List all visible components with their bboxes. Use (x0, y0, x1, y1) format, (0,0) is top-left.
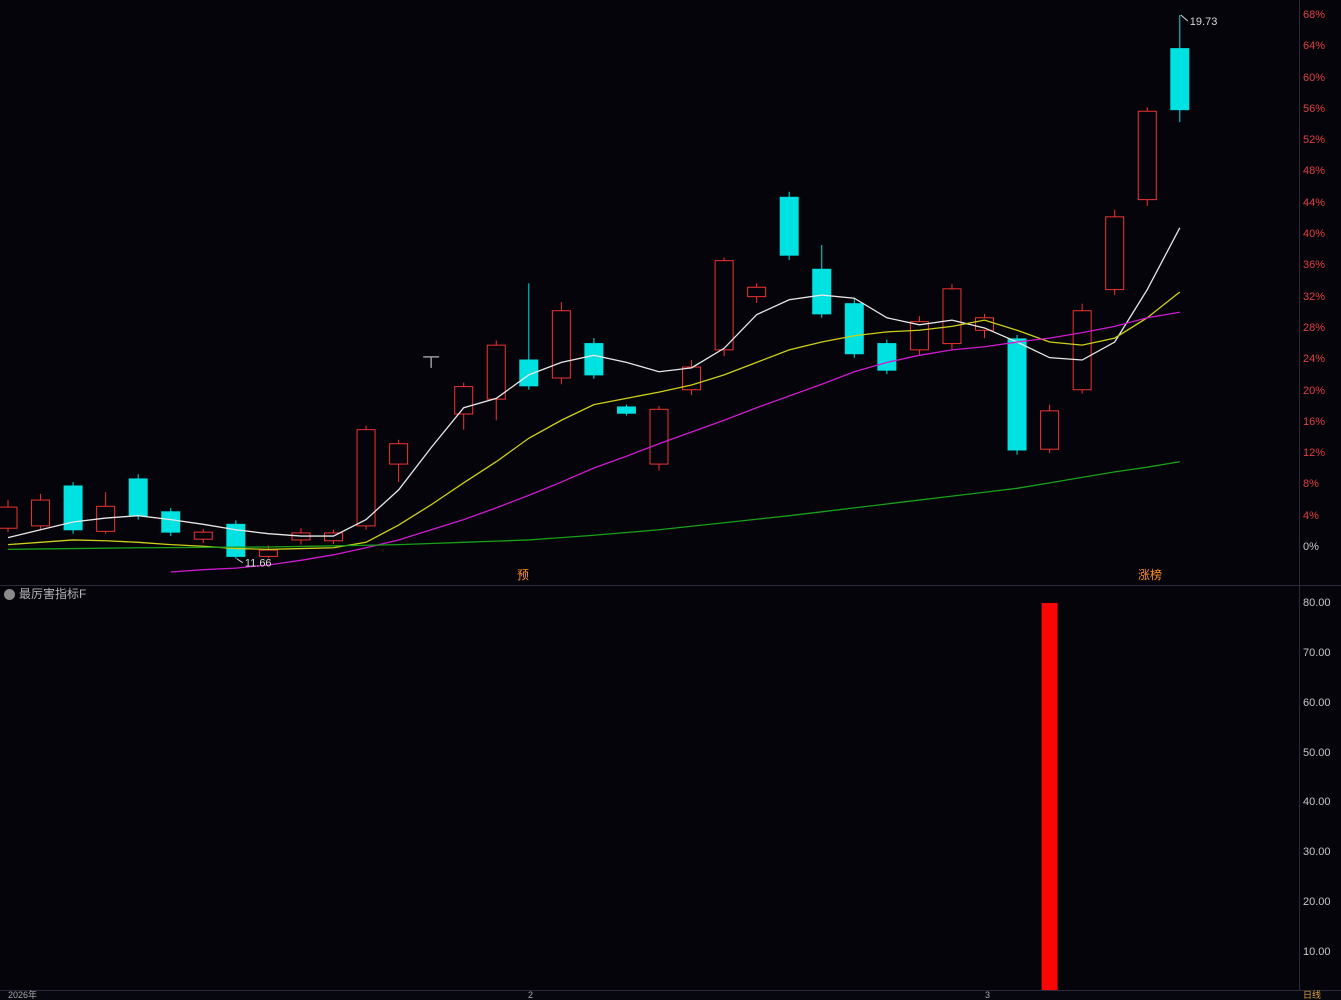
candle (942, 284, 962, 350)
candle (747, 283, 767, 303)
ma-mid-yellow-line (7, 291, 1181, 550)
candlestick-chart[interactable]: 19.73 11.66 (0, 0, 1299, 990)
main-axis-label: 68% (1303, 9, 1326, 21)
candle (616, 404, 636, 416)
indicator-bar (1041, 603, 1058, 990)
low-price-annotation: 11.66 (236, 558, 272, 570)
ma-longest-green-line (7, 461, 1180, 550)
candle (1040, 404, 1060, 454)
month-label-mar: 3 (985, 990, 991, 1000)
period-label[interactable]: 日线 (1303, 990, 1322, 1000)
main-axis-label: 40% (1303, 228, 1326, 241)
status-bar: 2026年 2 3 日线 (0, 990, 1341, 1000)
panel-divider[interactable] (0, 585, 1341, 586)
main-axis-label: 20% (1303, 384, 1326, 397)
candle (96, 492, 116, 534)
candle (193, 529, 213, 544)
main-axis-label: 24% (1303, 353, 1326, 366)
candle (454, 382, 474, 430)
main-axis-label: 16% (1303, 415, 1326, 428)
candle (128, 474, 148, 520)
price-axis: 68% 64% 60% 56% 52% 48% 44% 40% 36% 32% 28% 24% 20% 1… (1299, 0, 1341, 990)
main-axis-label: 36% (1303, 259, 1326, 272)
candle (519, 283, 539, 390)
indicator-icon (4, 588, 15, 600)
indicator-axis-label: 50.00 (1303, 746, 1331, 759)
candle (909, 316, 929, 355)
candle (584, 338, 604, 379)
main-axis-label: 48% (1303, 165, 1326, 178)
candle (226, 520, 246, 559)
candle (812, 245, 832, 318)
main-axis-label: 12% (1303, 447, 1326, 460)
candle (0, 500, 18, 533)
candle (31, 493, 51, 530)
main-axis-label: 32% (1303, 290, 1326, 303)
candle (389, 439, 409, 483)
candle (1170, 15, 1190, 123)
main-axis-label: 64% (1303, 40, 1326, 53)
svg-text:11.66: 11.66 (245, 558, 272, 570)
indicator-axis-label: 30.00 (1303, 846, 1331, 859)
candle (714, 257, 734, 357)
candle (682, 360, 702, 396)
candle (63, 482, 83, 534)
ma-short-white-line (7, 227, 1181, 539)
candle (161, 507, 181, 537)
indicator-name: 最厉害指标F (19, 587, 87, 601)
main-axis-label: 8% (1303, 478, 1319, 491)
candle (356, 425, 376, 530)
candle (1105, 209, 1125, 296)
event-marker-forecast[interactable]: 预 (517, 568, 530, 582)
indicator-axis-label: 20.00 (1303, 896, 1331, 909)
candle (1072, 303, 1092, 394)
candle (1137, 107, 1157, 206)
indicator-axis-label: 70.00 (1303, 646, 1331, 659)
main-axis-label: 0% (1303, 541, 1319, 553)
candle (649, 406, 669, 471)
main-axis-label: 4% (1303, 509, 1319, 522)
candle (844, 298, 864, 358)
candle (551, 302, 571, 385)
suspension-mark (423, 356, 440, 368)
candle (486, 340, 506, 421)
high-price-annotation: 19.73 (1180, 14, 1218, 28)
month-label-feb: 2 (528, 990, 534, 1000)
candle (1007, 334, 1027, 455)
candle (779, 191, 799, 260)
indicator-axis-label: 10.00 (1303, 945, 1331, 958)
main-axis-label: 60% (1303, 71, 1326, 84)
indicator-axis-label: 80.00 (1303, 597, 1331, 609)
svg-text:19.73: 19.73 (1190, 16, 1218, 28)
main-axis-label: 28% (1303, 321, 1326, 334)
candle (877, 339, 897, 375)
indicator-axis-label: 40.00 (1303, 796, 1331, 809)
main-axis-label: 52% (1303, 134, 1326, 147)
candle (324, 529, 343, 544)
indicator-title[interactable]: 最厉害指标F (4, 587, 86, 601)
main-axis-label: 44% (1303, 196, 1326, 209)
ma-long-magenta-line (170, 311, 1180, 573)
year-label: 2026年 (8, 990, 38, 1000)
main-axis-label: 56% (1303, 102, 1326, 115)
event-marker-gainers[interactable]: 涨榜 (1138, 568, 1163, 582)
indicator-axis-label: 60.00 (1303, 696, 1331, 709)
